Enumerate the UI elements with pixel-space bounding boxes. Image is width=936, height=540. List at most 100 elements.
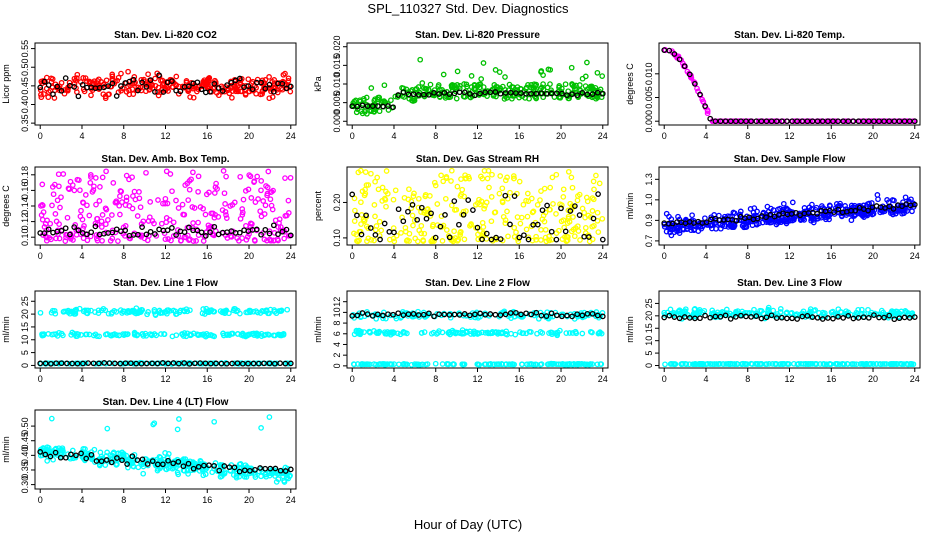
data-point xyxy=(41,446,48,452)
data-point xyxy=(267,465,274,472)
data-point xyxy=(485,361,492,368)
data-point xyxy=(41,224,48,230)
data-point xyxy=(45,94,52,101)
data-point xyxy=(520,330,527,336)
data-point xyxy=(80,235,87,242)
data-point xyxy=(869,211,876,218)
series-hourly xyxy=(349,309,606,320)
data-point xyxy=(190,220,196,226)
data-point xyxy=(835,206,842,213)
data-point xyxy=(164,310,170,317)
data-point xyxy=(428,210,434,217)
x-tick-label: 12 xyxy=(472,131,482,141)
data-point xyxy=(579,89,586,96)
data-point xyxy=(379,184,386,191)
data-point xyxy=(42,360,49,367)
data-point xyxy=(186,237,192,243)
data-point xyxy=(279,331,286,338)
data-point xyxy=(722,223,728,230)
data-point xyxy=(152,75,158,82)
data-point xyxy=(374,174,381,181)
series-all xyxy=(38,168,294,244)
data-point xyxy=(242,188,249,194)
data-point xyxy=(122,360,129,367)
data-point xyxy=(197,360,204,366)
data-point xyxy=(284,306,291,313)
data-point xyxy=(120,308,126,315)
data-point xyxy=(56,329,62,336)
series-all xyxy=(662,46,917,125)
data-point xyxy=(492,209,499,216)
data-point xyxy=(430,329,437,336)
data-point xyxy=(69,182,76,188)
data-point xyxy=(574,197,581,204)
data-point xyxy=(883,361,890,367)
data-point xyxy=(563,330,570,336)
data-point xyxy=(550,201,556,207)
data-point xyxy=(96,81,102,88)
data-point xyxy=(804,312,811,319)
data-point xyxy=(453,85,460,92)
data-point xyxy=(593,172,599,179)
data-point xyxy=(110,449,117,456)
data-point xyxy=(109,212,115,218)
y-tick-label: 0.9 xyxy=(644,214,654,227)
data-point xyxy=(868,118,875,125)
data-point xyxy=(738,118,744,125)
data-point xyxy=(375,361,382,368)
x-tick-label: 16 xyxy=(514,374,524,384)
data-point xyxy=(460,361,467,368)
x-tick-label: 20 xyxy=(556,251,566,261)
data-point xyxy=(96,360,102,367)
data-point xyxy=(234,331,241,337)
data-point xyxy=(480,84,487,90)
data-point xyxy=(830,118,836,125)
y-tick-label: 0.010 xyxy=(332,73,342,96)
data-point xyxy=(506,361,513,368)
data-point xyxy=(463,81,470,88)
panel-title: Stan. Dev. Li-820 CO2 xyxy=(114,30,217,41)
data-point xyxy=(523,90,529,97)
data-point xyxy=(131,74,138,80)
data-point xyxy=(111,308,118,314)
data-point xyxy=(414,238,421,245)
data-point xyxy=(901,118,908,125)
data-point xyxy=(386,228,393,235)
data-point xyxy=(554,332,561,339)
data-point xyxy=(538,361,545,367)
y-tick-label: 15 xyxy=(20,322,30,332)
data-point xyxy=(149,360,156,367)
data-point xyxy=(502,311,509,318)
data-point xyxy=(267,196,274,203)
data-point xyxy=(802,360,809,367)
data-point xyxy=(388,329,395,336)
data-point xyxy=(160,89,167,95)
data-point xyxy=(528,90,535,97)
data-point xyxy=(114,455,120,461)
data-point xyxy=(262,85,269,92)
data-point xyxy=(383,330,389,337)
data-point xyxy=(119,457,125,464)
data-point xyxy=(163,466,170,473)
data-point xyxy=(359,361,366,367)
data-point xyxy=(149,331,155,338)
data-point xyxy=(835,203,842,209)
data-point xyxy=(369,313,376,319)
data-point xyxy=(162,360,169,367)
data-point xyxy=(497,90,504,97)
y-tick-label: 12 xyxy=(332,297,342,307)
data-point xyxy=(71,187,78,194)
data-point xyxy=(727,118,734,125)
data-point xyxy=(200,238,207,244)
data-point xyxy=(113,93,120,99)
data-point xyxy=(62,225,69,232)
data-point xyxy=(285,75,292,82)
data-point xyxy=(595,191,601,197)
data-point xyxy=(383,168,390,174)
data-point xyxy=(383,361,389,368)
y-axis-label: ml/min xyxy=(313,316,323,343)
data-point xyxy=(799,313,806,320)
data-point xyxy=(461,89,468,96)
data-point xyxy=(842,203,848,209)
data-point xyxy=(509,83,515,90)
